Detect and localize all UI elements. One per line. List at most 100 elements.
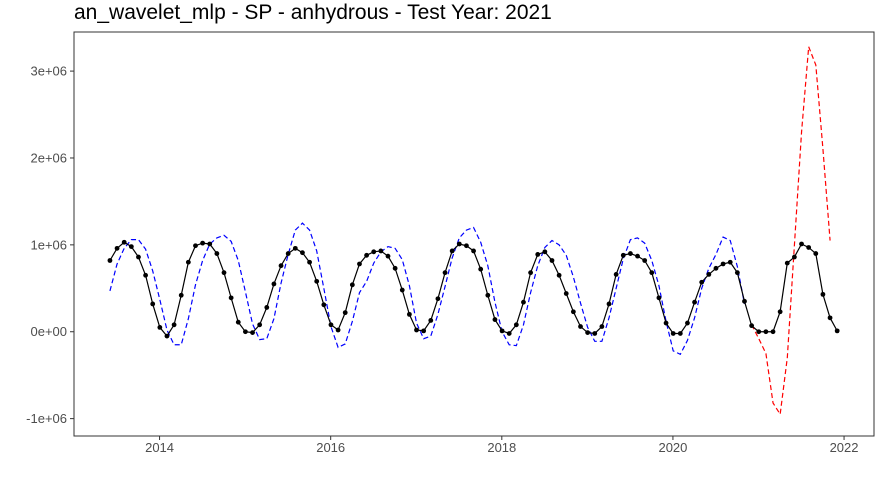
series-0-point bbox=[349, 282, 355, 288]
series-0-point bbox=[399, 287, 405, 293]
series-0-point bbox=[442, 270, 448, 276]
series-0-point bbox=[799, 241, 804, 247]
series-0-point bbox=[128, 244, 134, 250]
series-0-point bbox=[756, 329, 762, 335]
y-tick-label: -1e+06 bbox=[26, 411, 67, 426]
series-0-point bbox=[321, 302, 327, 308]
series-0-point bbox=[670, 331, 676, 336]
series-0-point bbox=[428, 318, 434, 323]
series-0-point bbox=[214, 251, 220, 256]
series-0-point bbox=[314, 278, 320, 284]
series-0-point bbox=[385, 253, 391, 259]
series-2-line bbox=[751, 46, 831, 417]
series-0-point bbox=[542, 249, 548, 255]
series-0-point bbox=[613, 272, 619, 277]
series-0-point bbox=[335, 327, 341, 333]
series-0-point bbox=[635, 253, 640, 259]
series-0-point bbox=[136, 254, 141, 260]
series-0-point bbox=[784, 260, 790, 266]
series-0-point bbox=[178, 292, 184, 298]
chart-title: an_wavelet_mlp - SP - anhydrous - Test Y… bbox=[74, 1, 552, 24]
series-0-point bbox=[200, 240, 206, 246]
x-tick-label: 2018 bbox=[487, 440, 516, 455]
x-tick-label: 2016 bbox=[316, 440, 345, 455]
series-0-point bbox=[806, 245, 812, 250]
series-0-point bbox=[171, 322, 177, 328]
series-0-point bbox=[243, 329, 248, 335]
series-0-point bbox=[414, 327, 419, 333]
series-0-point bbox=[685, 320, 690, 326]
series-0-point bbox=[328, 322, 334, 328]
series-0-point bbox=[143, 272, 148, 278]
series-0-point bbox=[499, 328, 505, 334]
x-tick-label: 2020 bbox=[658, 440, 687, 455]
series-0-point bbox=[642, 258, 648, 263]
series-0-point bbox=[578, 324, 583, 329]
x-axis: 2014 2016 2018 2020 2022 bbox=[145, 436, 859, 455]
series-0-point bbox=[563, 291, 569, 296]
series-0-point bbox=[300, 250, 305, 256]
series-0-point bbox=[649, 270, 655, 276]
series-0-point bbox=[157, 325, 163, 330]
series-0-point bbox=[114, 245, 120, 251]
series-0-point bbox=[570, 309, 576, 315]
x-tick-label: 2014 bbox=[145, 440, 174, 455]
series-0-point bbox=[513, 322, 519, 328]
series-0-point bbox=[606, 301, 612, 307]
series-0-point bbox=[228, 295, 234, 301]
series-0-point bbox=[834, 328, 840, 334]
series-0-point bbox=[506, 331, 512, 336]
series-0-point bbox=[656, 295, 662, 301]
series-0-point bbox=[620, 252, 626, 258]
series-0-point bbox=[121, 239, 127, 245]
series-0-point bbox=[406, 311, 412, 317]
series-1-line bbox=[109, 222, 746, 356]
series-0-point bbox=[456, 241, 462, 247]
series-0-point bbox=[392, 265, 398, 271]
y-tick-label: 0e+00 bbox=[30, 324, 67, 339]
series-0-point bbox=[706, 272, 712, 277]
y-tick-label: 3e+06 bbox=[30, 64, 67, 79]
series-0-point bbox=[820, 291, 826, 297]
series-0-point bbox=[742, 298, 747, 304]
series-0-point bbox=[485, 292, 491, 298]
series-0-point bbox=[763, 329, 769, 335]
series-0-point bbox=[435, 296, 441, 302]
series-0-point bbox=[699, 279, 705, 285]
series-0-point bbox=[378, 248, 384, 254]
series-0-point bbox=[471, 248, 476, 254]
series-0-point bbox=[221, 270, 227, 276]
series-0-point bbox=[827, 315, 833, 321]
y-tick-label: 2e+06 bbox=[30, 150, 67, 165]
series-0-point bbox=[235, 319, 241, 325]
series-0-point bbox=[257, 322, 263, 328]
plot-panel-border bbox=[73, 31, 875, 437]
y-axis: -1e+06 0e+00 1e+06 2e+06 3e+06 bbox=[26, 64, 74, 426]
series-0-point bbox=[193, 243, 198, 249]
series-0-point bbox=[449, 248, 455, 254]
series-0-point bbox=[357, 261, 362, 267]
series-0-point bbox=[770, 329, 776, 335]
series-0-point bbox=[107, 258, 113, 263]
series-layer bbox=[107, 46, 840, 417]
series-0-point bbox=[777, 309, 783, 315]
series-0-point bbox=[663, 320, 669, 326]
series-0-point bbox=[599, 324, 605, 329]
series-0-point bbox=[271, 281, 277, 287]
series-0-point bbox=[556, 272, 562, 278]
series-0-point bbox=[478, 266, 484, 272]
x-tick-label: 2022 bbox=[830, 440, 859, 455]
series-0-point bbox=[307, 259, 312, 265]
series-0-point bbox=[492, 317, 498, 322]
series-0-point bbox=[250, 330, 255, 336]
series-0-point bbox=[364, 252, 370, 258]
series-0-point bbox=[692, 299, 697, 305]
series-0-point bbox=[150, 301, 156, 307]
series-0-point bbox=[292, 245, 298, 251]
series-0-point bbox=[164, 333, 170, 339]
series-0-point bbox=[628, 251, 633, 256]
series-0-point bbox=[677, 331, 683, 336]
series-0-point bbox=[585, 330, 591, 336]
series-0-point bbox=[592, 331, 598, 336]
y-tick-label: 1e+06 bbox=[30, 237, 67, 252]
